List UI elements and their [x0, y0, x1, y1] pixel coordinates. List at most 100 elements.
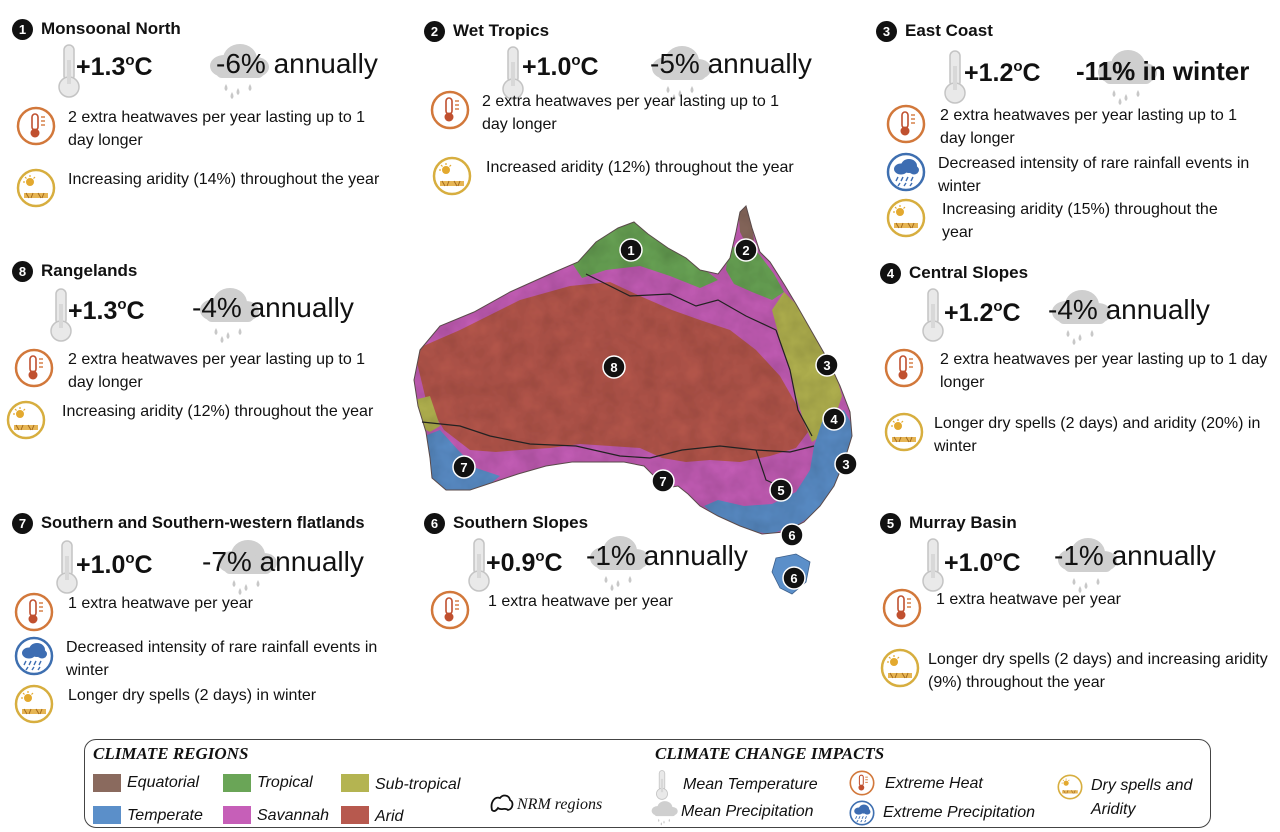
thermometer-icon	[920, 538, 946, 592]
impact-extreme-heat: 1 extra heatwave per year	[430, 590, 770, 630]
legend-extreme-precipitation-icon	[849, 800, 875, 826]
impact-dry-spells-aridity: Increasing aridity (14%) throughout the …	[16, 168, 386, 208]
svg-text:6: 6	[788, 528, 795, 543]
extreme-heat-icon	[430, 90, 470, 130]
temperate-zone-east	[704, 410, 852, 534]
svg-text:3: 3	[823, 358, 830, 373]
region-panel-central-slopes: 4 Central Slopes +1.2oC -4% annually 2 ex…	[880, 262, 1280, 462]
legend-label-extreme-heat: Extreme Heat	[885, 775, 983, 792]
svg-text:7: 7	[659, 474, 666, 489]
impact-dry-spells-aridity: Increasing aridity (12%) throughout the …	[6, 400, 406, 440]
region-name: Southern and Southern-western flatlands	[41, 513, 365, 532]
impact-dry-spells-aridity: Longer dry spells (2 days) and increasin…	[880, 648, 1275, 694]
region-number-badge: 2	[424, 20, 445, 42]
legend-swatch-temperate	[93, 806, 121, 824]
impact-extreme-precipitation: Decreased intensity of rare rainfall eve…	[14, 636, 414, 682]
svg-text:4: 4	[830, 412, 838, 427]
mean-temperature-change: +1.2oC	[944, 298, 1021, 327]
region-number-badge: 5	[880, 512, 901, 534]
coastline	[413, 205, 853, 535]
map-marker-3: 3	[815, 353, 839, 377]
legend-label-savannah: Savannah	[257, 807, 330, 824]
region-number-badge: 8	[12, 260, 33, 282]
extreme-heat-icon	[14, 592, 54, 632]
impact-dry-spells-aridity: Longer dry spells (2 days) in winter	[14, 684, 404, 724]
dry-spells-aridity-icon	[16, 168, 56, 208]
mean-temperature-change: +1.3oC	[68, 296, 145, 325]
legend-swatch-tropical	[223, 774, 251, 792]
region-panel-rangelands: 8 Rangelands +1.3oC -4% annually 2 extra …	[12, 260, 412, 460]
dry-spells-aridity-icon	[886, 198, 926, 238]
tropical-zone-north	[570, 220, 718, 288]
map-marker-8: 8	[602, 355, 626, 379]
impact-extreme-heat: 2 extra heatwaves per year lasting up to…	[886, 104, 1246, 150]
svg-text:6: 6	[790, 571, 797, 586]
impact-dry-spells-aridity: Increasing aridity (15%) throughout the …	[886, 198, 1246, 244]
impact-extreme-heat: 2 extra heatwaves per year lasting up to…	[16, 106, 386, 152]
legend-swatch-subtropical	[341, 774, 369, 792]
legend-extreme-heat-icon	[849, 770, 875, 796]
dry-spells-aridity-icon	[14, 684, 54, 724]
map-marker-5: 5	[769, 478, 793, 502]
mean-precipitation-change: -11% in winter	[1076, 56, 1250, 86]
thermometer-icon	[920, 288, 946, 342]
region-name: Rangelands	[41, 261, 138, 280]
dry-spells-aridity-icon	[6, 400, 46, 440]
impact-dry-spells-aridity: Increased aridity (12%) throughout the y…	[432, 156, 832, 196]
legend-label-tropical: Tropical	[257, 774, 313, 791]
region-number-badge: 1	[12, 18, 33, 40]
svg-text:8: 8	[610, 360, 617, 375]
impact-extreme-heat: 2 extra heatwaves per year lasting up to…	[430, 90, 810, 136]
region-panel-southern-flatlands: 7 Southern and Southern-western flatlands…	[12, 512, 422, 727]
impact-extreme-heat: 1 extra heatwave per year	[14, 592, 404, 632]
legend-label-temperate: Temperate	[127, 807, 203, 824]
legend-swatch-savannah	[223, 806, 251, 824]
region-name: Wet Tropics	[453, 21, 550, 40]
dry-spells-aridity-icon	[880, 648, 920, 688]
extreme-heat-icon	[16, 106, 56, 146]
legend-label-equatorial: Equatorial	[127, 774, 200, 791]
extreme-heat-icon	[884, 348, 924, 388]
region-name: Murray Basin	[909, 513, 1017, 532]
extreme-heat-icon	[882, 588, 922, 628]
svg-text:2: 2	[742, 243, 749, 258]
mean-temperature-change: +1.3oC	[76, 52, 153, 81]
legend-box: CLIMATE REGIONS Equatorial Tropical Sub-…	[84, 739, 1211, 828]
mean-temperature-change: +1.0oC	[76, 550, 153, 579]
region-number-badge: 6	[424, 512, 445, 534]
mean-precipitation-change: -1% annually	[1054, 540, 1216, 571]
region-name: East Coast	[905, 21, 993, 40]
australia-climate-map: 1 2 3 4 3 5 6 6 7 7 8	[413, 205, 858, 595]
region-panel-southern-slopes: 6 Southern Slopes +0.9oC -1% annually 1 e…	[424, 512, 774, 642]
mean-temperature-change: +0.9oC	[486, 548, 563, 577]
legend-dry-spells-aridity-icon	[1057, 774, 1083, 800]
legend-thermometer-icon	[655, 770, 669, 800]
region-panel-east-coast: 3 East Coast +1.2oC -11% in winter 2 extr…	[876, 20, 1276, 241]
map-marker-7b: 7	[651, 469, 675, 493]
legend-label-arid: Arid	[375, 808, 404, 825]
map-marker-1: 1	[619, 238, 643, 262]
legend-label-dry-spells: Dry spells and	[1091, 777, 1193, 794]
mean-precipitation-change: -6% annually	[216, 48, 378, 79]
impact-extreme-heat: 1 extra heatwave per year	[882, 588, 1262, 628]
impact-extreme-heat: 2 extra heatwaves per year lasting up to…	[14, 348, 384, 394]
region-number-badge: 7	[12, 512, 33, 534]
legend-label-aridity: Aridity	[1091, 801, 1136, 818]
region-number-badge: 4	[880, 262, 901, 284]
legend-label-mean-precipitation: Mean Precipitation	[681, 803, 814, 820]
region-panel-monsoonal-north: 1 Monsoonal North +1.3oC -6% annually 2 e…	[12, 18, 402, 218]
mean-precipitation-change: -4% annually	[192, 292, 354, 323]
dry-spells-aridity-icon	[884, 412, 924, 452]
map-marker-3b: 3	[834, 452, 858, 476]
mean-precipitation-change: -4% annually	[1048, 294, 1210, 325]
legend-label-mean-temperature: Mean Temperature	[683, 776, 818, 793]
mean-precipitation-change: -1% annually	[586, 540, 748, 571]
legend-label-nrm-regions: NRM regions	[517, 796, 603, 813]
mean-temperature-change: +1.2oC	[964, 58, 1041, 87]
region-name: Central Slopes	[909, 263, 1029, 282]
legend-swatch-equatorial	[93, 774, 121, 792]
region-name: Monsoonal North	[41, 19, 181, 38]
legend-rain-cloud-icon	[651, 801, 678, 826]
map-marker-7a: 7	[452, 455, 476, 479]
legend-swatch-arid	[341, 806, 369, 824]
